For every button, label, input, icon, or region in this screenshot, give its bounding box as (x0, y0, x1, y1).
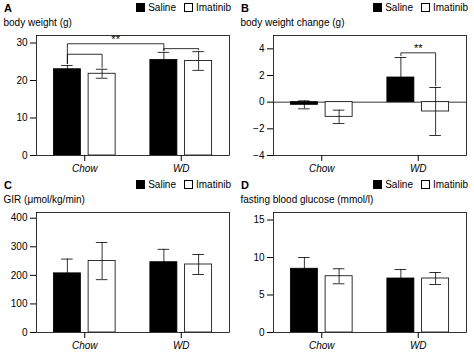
svg-text:200: 200 (11, 270, 28, 281)
html-text:B: B (241, 1, 249, 14)
svg-text:400: 400 (11, 212, 28, 223)
svg-text:body weight change (g): body weight change (g) (241, 17, 345, 28)
svg-text:body weight (g): body weight (g) (4, 17, 72, 28)
svg-text:20: 20 (16, 75, 28, 86)
svg-text:fasting blood glucose (mmol/l): fasting blood glucose (mmol/l) (241, 194, 374, 205)
html-text:Saline: Saline (148, 179, 176, 190)
html-text:Imatinib: Imatinib (196, 179, 231, 190)
html-text:C: C (4, 178, 12, 191)
svg-text:Chow: Chow (72, 340, 98, 351)
svg-text:WD: WD (410, 340, 427, 351)
svg-text:300: 300 (11, 241, 28, 252)
svg-text:0: 0 (22, 327, 28, 338)
html-text:Imatinib: Imatinib (196, 2, 231, 13)
svg-text:Chow: Chow (72, 163, 98, 174)
svg-text:−4: −4 (253, 150, 265, 161)
svg-text:WD: WD (173, 340, 190, 351)
svg-text:0: 0 (259, 96, 265, 107)
svg-text:4: 4 (259, 43, 265, 54)
svg-text:10: 10 (16, 112, 28, 123)
html-text:D: D (241, 178, 249, 191)
svg-text:Chow: Chow (309, 340, 335, 351)
svg-text:10: 10 (253, 252, 265, 263)
html-text:Imatinib: Imatinib (433, 2, 468, 13)
svg-text:100: 100 (11, 298, 28, 309)
svg-text:WD: WD (173, 163, 190, 174)
svg-text:30: 30 (16, 37, 28, 48)
svg-text:GIR (μmol/kg/min): GIR (μmol/kg/min) (4, 194, 85, 205)
html-text:Saline: Saline (385, 179, 413, 190)
html-text:Imatinib: Imatinib (433, 179, 468, 190)
html-text:Saline: Saline (385, 2, 413, 13)
svg-text:Chow: Chow (309, 163, 335, 174)
html-text:Saline: Saline (148, 2, 176, 13)
svg-text:15: 15 (253, 214, 265, 225)
html-text:A: A (4, 1, 12, 14)
svg-text:5: 5 (259, 289, 265, 300)
svg-text:0: 0 (22, 150, 28, 161)
svg-text:2: 2 (259, 70, 265, 81)
svg-text:−2: −2 (253, 123, 265, 134)
svg-text:**: ** (111, 33, 120, 45)
svg-text:WD: WD (410, 163, 427, 174)
svg-text:**: ** (414, 42, 423, 54)
svg-text:0: 0 (259, 327, 265, 338)
